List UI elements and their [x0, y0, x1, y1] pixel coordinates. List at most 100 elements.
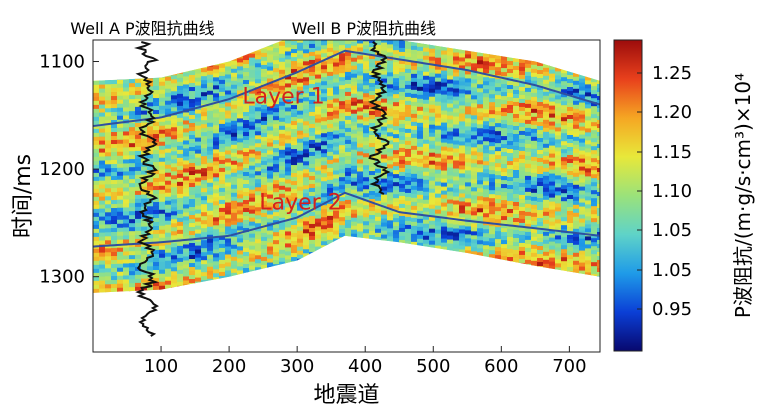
- impedance-cell: [591, 270, 598, 275]
- impedance-cell: [153, 258, 160, 263]
- impedance-cell: [207, 194, 214, 200]
- impedance-cell: [129, 267, 136, 272]
- impedance-cell: [447, 251, 454, 257]
- impedance-cell: [567, 166, 574, 172]
- impedance-cell: [345, 223, 352, 229]
- impedance-cell: [549, 249, 556, 255]
- impedance-cell: [555, 207, 562, 213]
- impedance-cell: [195, 145, 202, 151]
- impedance-cell: [411, 41, 418, 47]
- impedance-cell: [279, 45, 286, 51]
- impedance-cell: [429, 96, 436, 102]
- impedance-cell: [441, 234, 448, 240]
- impedance-cell: [177, 101, 184, 107]
- impedance-cell: [453, 244, 460, 250]
- impedance-cell: [345, 219, 352, 225]
- impedance-cell: [483, 53, 490, 58]
- impedance-cell: [351, 57, 358, 63]
- impedance-cell: [291, 225, 298, 230]
- impedance-cell: [513, 233, 520, 239]
- impedance-cell: [315, 40, 322, 44]
- impedance-cell: [291, 177, 298, 182]
- impedance-cell: [279, 165, 286, 171]
- impedance-cell: [327, 59, 334, 65]
- impedance-cell: [573, 136, 580, 142]
- impedance-cell: [261, 156, 268, 162]
- impedance-cell: [201, 216, 208, 221]
- impedance-cell: [249, 93, 256, 99]
- impedance-cell: [327, 91, 334, 97]
- impedance-cell: [501, 136, 508, 141]
- impedance-cell: [141, 266, 148, 272]
- impedance-cell: [303, 245, 310, 250]
- impedance-cell: [507, 177, 514, 182]
- impedance-cell: [465, 150, 472, 155]
- impedance-cell: [285, 51, 292, 57]
- impedance-cell: [429, 156, 436, 162]
- impedance-cell: [507, 157, 514, 162]
- impedance-cell: [513, 185, 520, 191]
- impedance-cell: [387, 228, 394, 233]
- impedance-cell: [267, 130, 274, 136]
- impedance-cell: [255, 171, 262, 176]
- impedance-cell: [453, 72, 460, 78]
- impedance-cell: [369, 163, 376, 168]
- impedance-cell: [237, 218, 244, 223]
- impedance-cell: [309, 47, 316, 53]
- impedance-cell: [303, 165, 310, 170]
- impedance-cell: [225, 226, 232, 232]
- impedance-cell: [309, 255, 316, 261]
- impedance-cell: [177, 137, 184, 143]
- impedance-cell: [273, 84, 280, 89]
- impedance-cell: [471, 115, 478, 120]
- impedance-cell: [303, 173, 310, 178]
- impedance-cell: [117, 87, 124, 93]
- impedance-cell: [261, 244, 268, 250]
- impedance-cell: [189, 135, 196, 140]
- impedance-cell: [591, 74, 598, 79]
- impedance-cell: [537, 78, 544, 83]
- impedance-cell: [141, 194, 148, 200]
- impedance-cell: [531, 96, 538, 102]
- impedance-cell: [381, 158, 388, 164]
- impedance-cell: [117, 255, 124, 261]
- impedance-cell: [321, 161, 328, 166]
- impedance-cell: [231, 56, 238, 62]
- impedance-cell: [597, 127, 600, 133]
- impedance-cell: [345, 51, 352, 57]
- impedance-cell: [189, 95, 196, 100]
- impedance-cell: [561, 253, 568, 258]
- impedance-cell: [285, 267, 292, 273]
- impedance-cell: [225, 166, 232, 172]
- impedance-cell: [267, 78, 274, 84]
- impedance-cell: [525, 263, 532, 269]
- impedance-cell: [159, 97, 166, 103]
- impedance-cell: [111, 216, 118, 221]
- impedance-cell: [519, 162, 526, 168]
- impedance-cell: [243, 200, 250, 205]
- impedance-cell: [507, 57, 514, 62]
- impedance-cell: [537, 150, 544, 155]
- impedance-cell: [543, 207, 550, 213]
- impedance-cell: [441, 154, 448, 160]
- impedance-cell: [453, 116, 460, 122]
- impedance-cell: [93, 288, 100, 293]
- impedance-cell: [429, 244, 436, 250]
- impedance-cell: [351, 105, 358, 111]
- impedance-cell: [93, 212, 100, 218]
- impedance-cell: [357, 95, 364, 101]
- impedance-cell: [195, 97, 202, 103]
- impedance-cell: [339, 229, 346, 234]
- impedance-cell: [483, 61, 490, 66]
- impedance-cell: [129, 243, 136, 248]
- impedance-cell: [549, 129, 556, 135]
- impedance-cell: [333, 106, 340, 112]
- impedance-cell: [525, 123, 532, 129]
- impedance-cell: [507, 217, 514, 222]
- impedance-cell: [327, 147, 334, 153]
- impedance-cell: [315, 198, 322, 204]
- impedance-cell: [225, 178, 232, 184]
- impedance-cell: [129, 287, 136, 292]
- impedance-cell: [159, 177, 166, 183]
- impedance-cell: [159, 245, 166, 251]
